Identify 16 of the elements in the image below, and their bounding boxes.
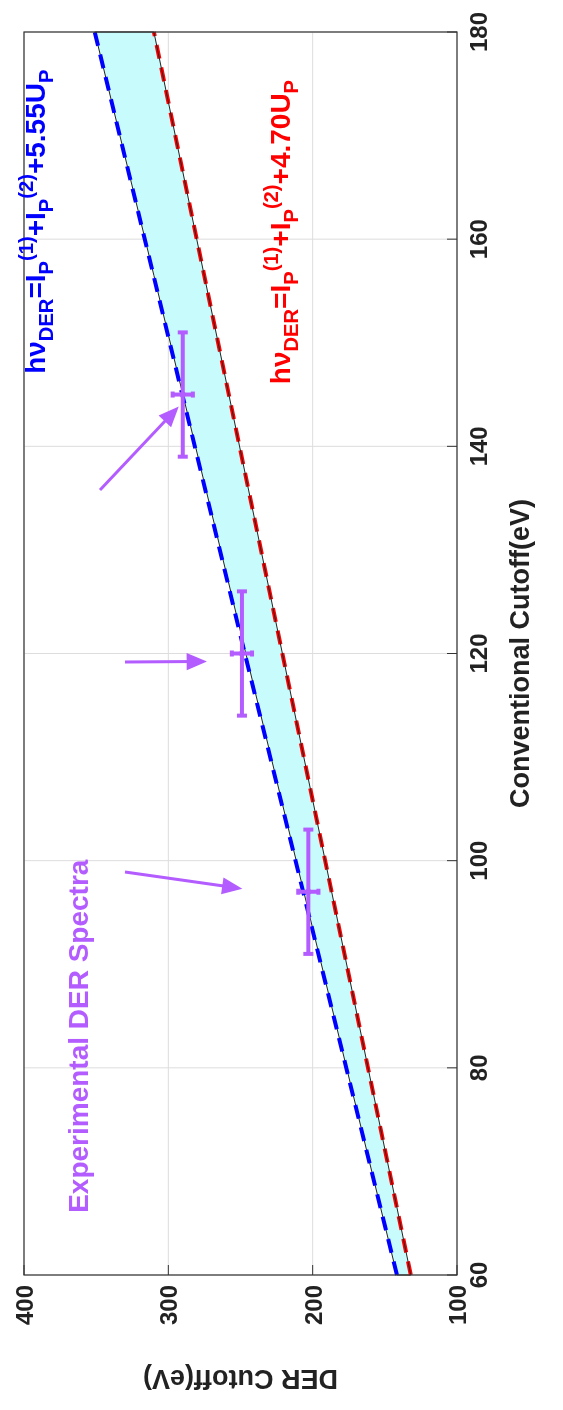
x-tick-label: 400 — [11, 1285, 38, 1326]
y-tick-label: 160 — [465, 219, 492, 260]
y-tick-label: 80 — [465, 1054, 492, 1082]
y-tick-label: 180 — [465, 11, 492, 53]
y-tick-label: 120 — [465, 633, 492, 674]
x-tick-label: 200 — [299, 1285, 327, 1326]
point — [238, 650, 245, 657]
point — [305, 888, 312, 895]
y-tick-label: 100 — [465, 840, 492, 881]
point — [179, 391, 186, 398]
x-tick-label: 300 — [155, 1285, 183, 1326]
y-axis-title: Conventional Cutoff(eV) — [505, 499, 535, 808]
x-axis-title: DER Cutoff(eV) — [143, 1364, 338, 1394]
y-tick-label: 140 — [465, 426, 492, 467]
y-tick-label: 60 — [465, 1261, 492, 1289]
annotation: Experimental DER Spectra — [63, 859, 94, 1213]
